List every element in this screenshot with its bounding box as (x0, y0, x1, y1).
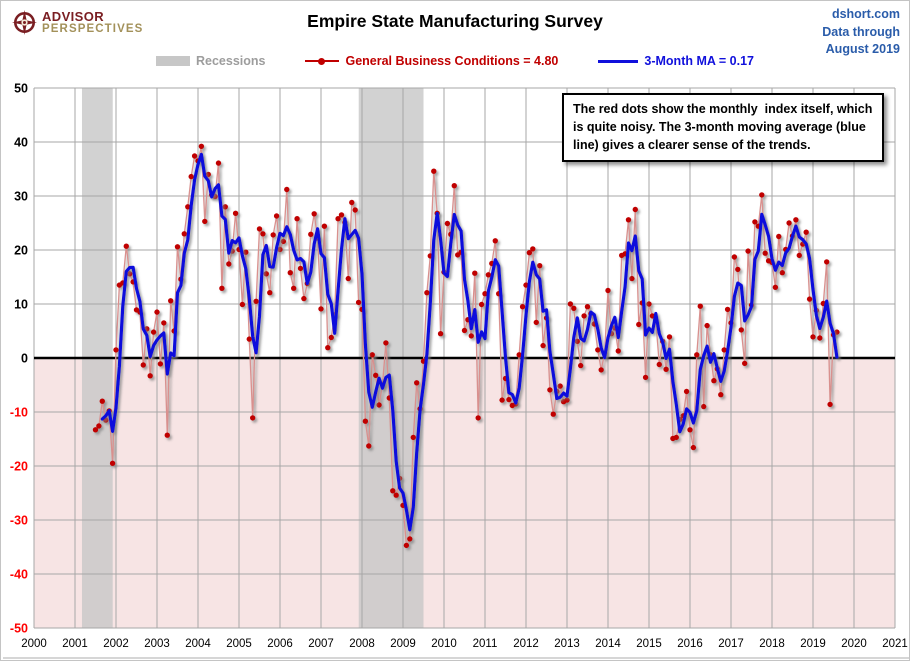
legend-ma-label: 3-Month MA = 0.17 (644, 54, 755, 68)
brand-name-perspectives: PERSPECTIVES (42, 22, 144, 35)
ma-line (100, 152, 839, 532)
legend-item-general-business-conditions: General Business Conditions = 4.80 (305, 54, 558, 68)
svg-text:2012: 2012 (513, 638, 539, 650)
legend-item-3-month-ma: 3-Month MA = 0.17 (598, 54, 754, 68)
svg-text:2007: 2007 (308, 638, 334, 650)
legend-gbc-label: General Business Conditions = 4.80 (345, 54, 559, 68)
svg-text:2014: 2014 (595, 638, 621, 650)
svg-text:2019: 2019 (800, 638, 826, 650)
svg-text:30: 30 (14, 190, 28, 204)
svg-text:10: 10 (14, 298, 28, 312)
compass-rose-icon (12, 10, 37, 35)
svg-text:20: 20 (14, 244, 28, 258)
recession-swatch-icon (155, 56, 190, 66)
svg-text:2008: 2008 (349, 638, 375, 650)
blue-line-icon (598, 59, 639, 63)
svg-text:2005: 2005 (226, 638, 252, 650)
svg-text:2015: 2015 (636, 638, 662, 650)
svg-text:2006: 2006 (267, 638, 293, 650)
svg-text:2020: 2020 (841, 638, 867, 650)
legend-recessions-label: Recessions (195, 54, 266, 68)
svg-text:2018: 2018 (759, 638, 785, 650)
svg-text:40: 40 (14, 136, 28, 150)
svg-text:2003: 2003 (144, 638, 170, 650)
source-data-month: August 2019 (825, 42, 900, 56)
svg-text:2000: 2000 (21, 638, 47, 650)
svg-text:-20: -20 (10, 460, 28, 474)
svg-text:-30: -30 (10, 514, 28, 528)
source-attribution: dshort.com Data through August 2019 (822, 6, 900, 59)
svg-text:2017: 2017 (718, 638, 744, 650)
source-site: dshort.com (831, 7, 900, 21)
chart-legend: Recessions General Business Conditions =… (1, 54, 909, 68)
svg-text:-10: -10 (10, 406, 28, 420)
legend-item-recessions: Recessions (155, 54, 266, 68)
svg-text:2016: 2016 (677, 638, 703, 650)
annotation-callout-box: The red dots show the monthly index itse… (562, 93, 884, 163)
source-data-through: Data through (822, 24, 900, 39)
y-axis-labels: 50 40 30 20 10 0 -10 -20 -30 -40 -50 (10, 82, 28, 636)
svg-text:2004: 2004 (185, 638, 211, 650)
svg-text:0: 0 (21, 352, 28, 366)
svg-text:2002: 2002 (103, 638, 129, 650)
svg-text:50: 50 (14, 82, 28, 96)
svg-text:2013: 2013 (554, 638, 580, 650)
svg-text:2001: 2001 (62, 638, 88, 650)
brand-name-advisor: ADVISOR (42, 8, 105, 24)
advisor-perspectives-logo: ADVISOR PERSPECTIVES (11, 9, 143, 36)
below-zero-region (34, 358, 895, 628)
x-axis-labels: 2000 2001 2002 2003 2004 2005 2006 2007 2008 2009… (21, 638, 908, 650)
svg-text:2021: 2021 (882, 638, 908, 650)
svg-text:-40: -40 (10, 568, 28, 582)
svg-text:2010: 2010 (431, 638, 457, 650)
svg-text:2011: 2011 (473, 638, 498, 650)
red-dot-line-icon (305, 57, 340, 65)
svg-text:-50: -50 (10, 622, 28, 636)
svg-text:2009: 2009 (390, 638, 416, 650)
